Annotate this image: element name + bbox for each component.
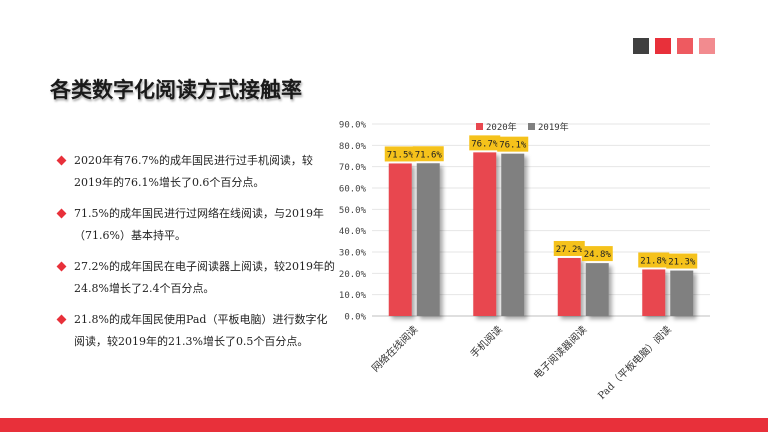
data-label-bg (497, 136, 529, 152)
y-tick-label: 40.0% (339, 227, 367, 237)
bar (670, 270, 694, 316)
data-label: 21.8% (640, 256, 668, 266)
decorative-squares (633, 38, 715, 54)
square-dark (633, 38, 649, 54)
bar (585, 263, 609, 316)
diamond-bullet-icon (56, 208, 67, 219)
bullet-item: 21.8%的成年国民使用Pad（平板电脑）进行数字化阅读，较2019年的21.3… (56, 309, 338, 353)
square-red (655, 38, 671, 54)
bullet-item: 71.5%的成年国民进行过网络在线阅读，与2019年（71.6%）基本持平。 (56, 203, 338, 247)
bar (501, 153, 525, 316)
data-label-bg (666, 253, 698, 269)
bar (642, 269, 666, 316)
bullet-text: 27.2%的成年国民在电子阅读器上阅读，较2019年的24.8%增长了2.4个百… (74, 260, 335, 295)
y-tick-label: 30.0% (339, 249, 367, 259)
diamond-bullet-icon (56, 155, 67, 166)
data-label: 24.8% (584, 250, 612, 260)
bar (416, 163, 440, 316)
data-label-bg (553, 240, 585, 256)
y-tick-label: 0.0% (344, 313, 366, 323)
page-title: 各类数字化阅读方式接触率 (50, 78, 302, 102)
bar (557, 257, 581, 316)
data-label-bg (384, 146, 416, 162)
square-light-red (699, 38, 715, 54)
x-tick-label: Pad（平板电脑）阅读 (595, 323, 674, 402)
data-label: 71.5% (387, 150, 415, 160)
data-label-bg (412, 146, 444, 162)
square-mid-red (677, 38, 693, 54)
bar (388, 163, 412, 316)
bar (473, 152, 497, 316)
y-tick-label: 90.0% (339, 121, 367, 131)
x-tick-label: 电子阅读器阅读 (531, 323, 590, 382)
bullet-item: 2020年有76.7%的成年国民进行过手机阅读，较2019年的76.1%增长了0… (56, 150, 338, 194)
diamond-bullet-icon (56, 314, 67, 325)
data-label: 21.3% (668, 258, 696, 268)
data-label-bg (638, 252, 670, 268)
bullet-list: 2020年有76.7%的成年国民进行过手机阅读，较2019年的76.1%增长了0… (56, 150, 338, 362)
legend-label: 2020年 (486, 121, 517, 133)
data-label-bg (469, 135, 501, 151)
bottom-accent-bar (0, 418, 768, 432)
y-tick-label: 10.0% (339, 291, 367, 301)
legend-swatch (476, 123, 483, 130)
bullet-item: 27.2%的成年国民在电子阅读器上阅读，较2019年的24.8%增长了2.4个百… (56, 256, 338, 300)
data-label: 76.7% (471, 139, 499, 149)
y-tick-label: 50.0% (339, 206, 367, 216)
x-tick-label: 手机阅读 (467, 323, 504, 360)
data-label: 76.1% (499, 141, 527, 151)
data-label: 71.6% (415, 150, 443, 160)
legend-label: 2019年 (538, 121, 569, 133)
diamond-bullet-icon (56, 261, 67, 272)
y-tick-label: 80.0% (339, 142, 367, 152)
data-label-bg (581, 246, 613, 262)
data-label: 27.2% (556, 245, 584, 255)
legend-swatch (528, 123, 535, 130)
bar-chart: 0.0% 10.0% 20.0% 30.0% 40.0% 50.0% 60.0% 70.0% 8… (339, 121, 710, 402)
x-tick-label: 网络在线阅读 (369, 323, 421, 375)
y-tick-label: 70.0% (339, 163, 367, 173)
bullet-text: 21.8%的成年国民使用Pad（平板电脑）进行数字化阅读，较2019年的21.3… (74, 313, 328, 348)
y-tick-label: 20.0% (339, 270, 367, 280)
bullet-text: 71.5%的成年国民进行过网络在线阅读，与2019年（71.6%）基本持平。 (74, 207, 324, 242)
bullet-text: 2020年有76.7%的成年国民进行过手机阅读，较2019年的76.1%增长了0… (74, 154, 313, 189)
y-tick-label: 60.0% (339, 185, 367, 195)
